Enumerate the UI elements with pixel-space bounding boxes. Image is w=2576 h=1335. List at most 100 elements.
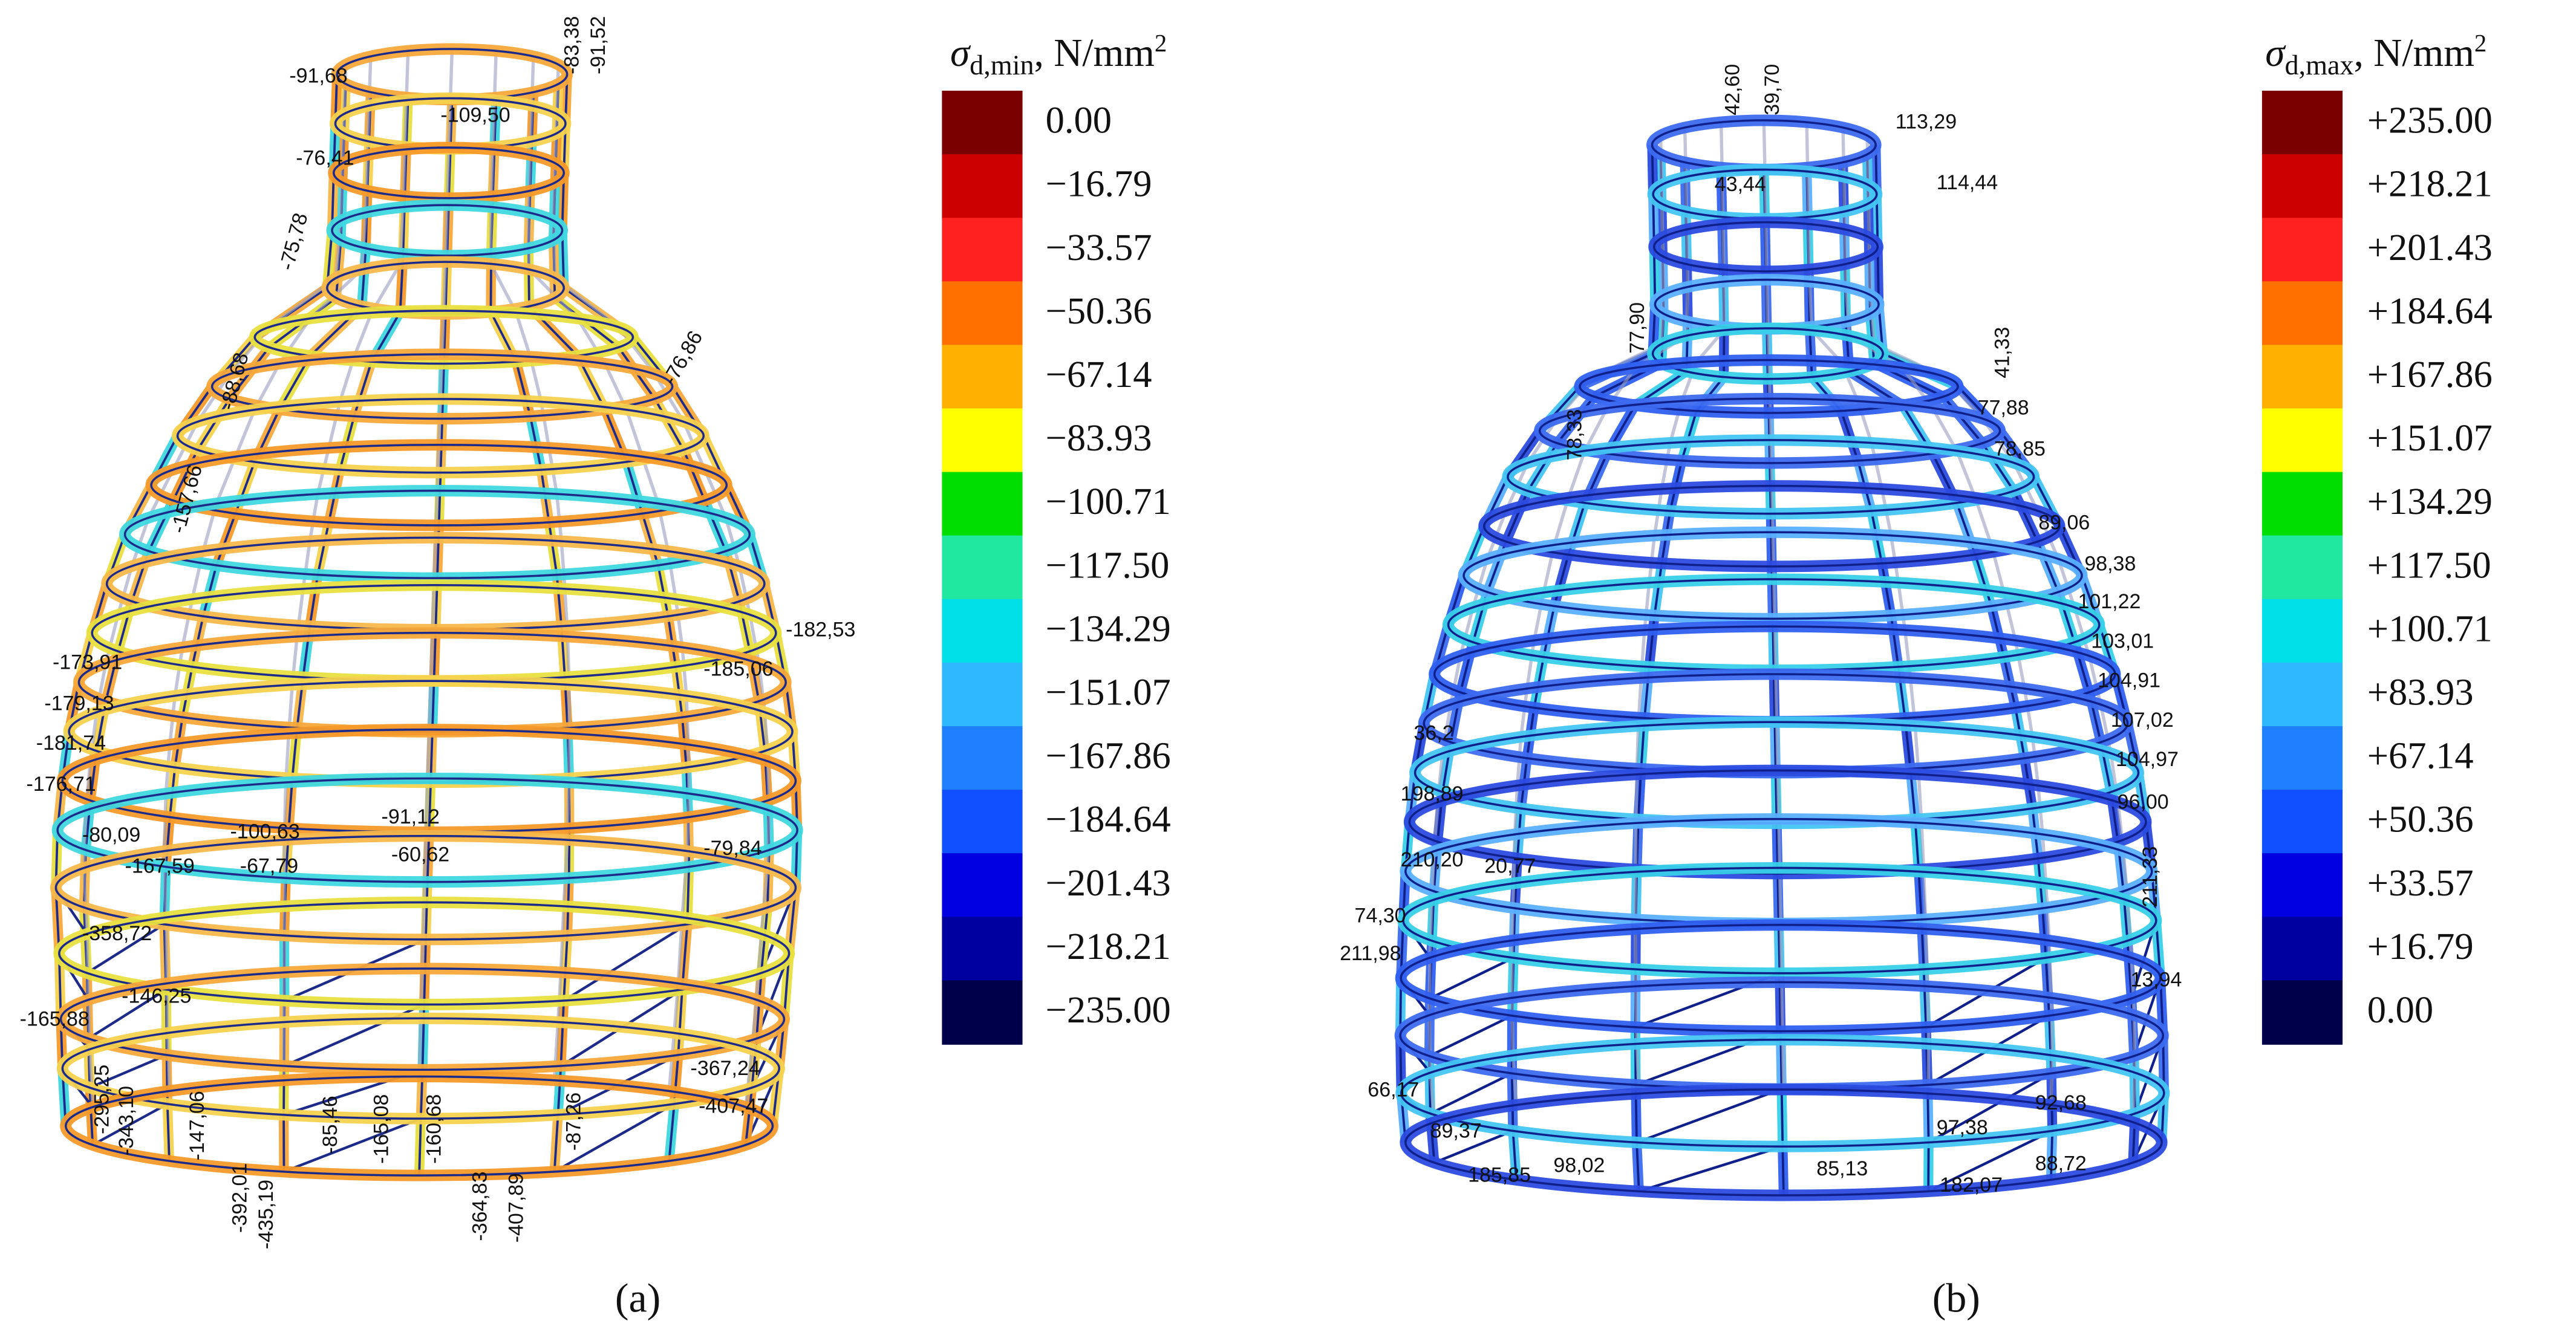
member	[1449, 655, 1462, 705]
member-label: 104,97	[2116, 748, 2179, 771]
legend-subscript: d,max	[2284, 50, 2353, 80]
member	[1684, 177, 1689, 230]
member-label: 96,00	[2118, 791, 2169, 814]
member	[447, 98, 452, 148]
member	[2132, 1015, 2137, 1073]
member	[492, 51, 498, 100]
member-label: 103,01	[2091, 629, 2154, 652]
member-label: -75,78	[275, 210, 313, 273]
member	[1683, 127, 1688, 177]
member-edge	[2012, 490, 2039, 542]
member	[2014, 640, 2026, 689]
member-label: 98,38	[2084, 553, 2136, 576]
member-label: 97,38	[1937, 1116, 1988, 1139]
ring-edge	[54, 834, 797, 941]
member	[514, 312, 532, 357]
member	[82, 810, 88, 868]
member-label: -167,59	[125, 855, 195, 878]
member-label: -100,63	[230, 820, 300, 843]
member-edge	[1635, 1142, 1640, 1192]
member-edge	[682, 449, 706, 501]
legend-title: σd,min, N/mm2	[950, 30, 1167, 80]
member-edge	[2044, 958, 2050, 1016]
legend-swatch	[2261, 154, 2343, 219]
member	[1660, 442, 1672, 490]
member-edge	[2050, 1131, 2054, 1180]
member-label: 92,68	[2035, 1091, 2087, 1114]
member	[724, 517, 742, 567]
member-label: -176,71	[26, 773, 96, 796]
member	[104, 614, 120, 664]
member	[1768, 398, 1773, 440]
member	[748, 614, 761, 664]
member-edge	[745, 1087, 754, 1145]
member-label: 210,20	[1401, 848, 1464, 871]
member-label: -87,26	[562, 1093, 585, 1151]
legend-swatch	[942, 408, 1023, 473]
member	[360, 212, 368, 270]
member	[1519, 688, 1529, 738]
member-label: -165,88	[20, 1008, 90, 1031]
legend-label: −218.21	[1046, 925, 1171, 967]
member-label: -80,09	[82, 823, 140, 846]
ring-edge	[176, 398, 705, 474]
member-label: 198,89	[1401, 782, 1464, 805]
member-label: -76,86	[658, 327, 707, 389]
member-label: 74,30	[1355, 904, 1406, 927]
member	[1774, 674, 1779, 723]
member-edge	[1777, 923, 1781, 973]
legend-unit: , N/mm	[1034, 31, 1155, 75]
legend-swatch	[2261, 917, 2343, 981]
member-label: 104,91	[2098, 669, 2160, 692]
tower	[50, 43, 803, 1181]
member	[1634, 986, 1639, 1044]
member-label: 66,17	[1368, 1078, 1419, 1101]
member-label: -76,41	[296, 146, 354, 169]
member	[491, 100, 497, 150]
brace	[1429, 1072, 1513, 1115]
ring-edge	[332, 146, 566, 200]
member	[1776, 770, 1781, 819]
legend-label: +151.07	[2367, 417, 2493, 459]
member-edge	[1780, 1089, 1784, 1147]
member-edge	[166, 1103, 171, 1161]
member-label: -60,62	[391, 843, 449, 866]
member	[162, 793, 168, 851]
member-edge	[677, 989, 683, 1055]
member	[334, 220, 343, 278]
legend-label: +16.79	[2367, 925, 2474, 967]
member-label: -165,08	[370, 1094, 393, 1164]
member-label: -67,79	[240, 855, 298, 878]
member-label: -358,72	[82, 922, 152, 945]
member	[1684, 287, 1690, 336]
legend-label: +201.43	[2367, 226, 2493, 268]
member-label: 78,33	[1564, 409, 1586, 461]
member	[1511, 1055, 1518, 1105]
legend-swatch	[2261, 345, 2343, 409]
member	[766, 810, 771, 868]
legend-superscript: 2	[1155, 30, 1167, 57]
brace	[553, 1102, 675, 1173]
member	[166, 1033, 171, 1091]
legend-label: −50.36	[1046, 290, 1152, 332]
member	[1924, 929, 1929, 987]
ring-edge	[1400, 924, 2162, 1033]
member	[442, 262, 448, 311]
member-label: -179,13	[44, 692, 114, 715]
member	[1896, 582, 1907, 631]
legend-label: +184.64	[2367, 290, 2493, 332]
brace	[283, 1117, 422, 1173]
member-label: -367,24	[691, 1057, 760, 1080]
panel-label: (b)	[1932, 1275, 1980, 1320]
ring-edge	[1507, 439, 2035, 515]
member-edge	[360, 248, 367, 307]
member-edge	[1781, 1146, 1785, 1196]
member	[2049, 998, 2054, 1056]
legend-swatch	[2261, 980, 2343, 1045]
legend-swatch	[942, 980, 1023, 1045]
member-label: -173,91	[53, 651, 122, 674]
member	[2087, 655, 2102, 705]
legend-label: +100.71	[2367, 607, 2493, 649]
legend-swatch	[942, 853, 1023, 918]
member	[1844, 287, 1851, 336]
